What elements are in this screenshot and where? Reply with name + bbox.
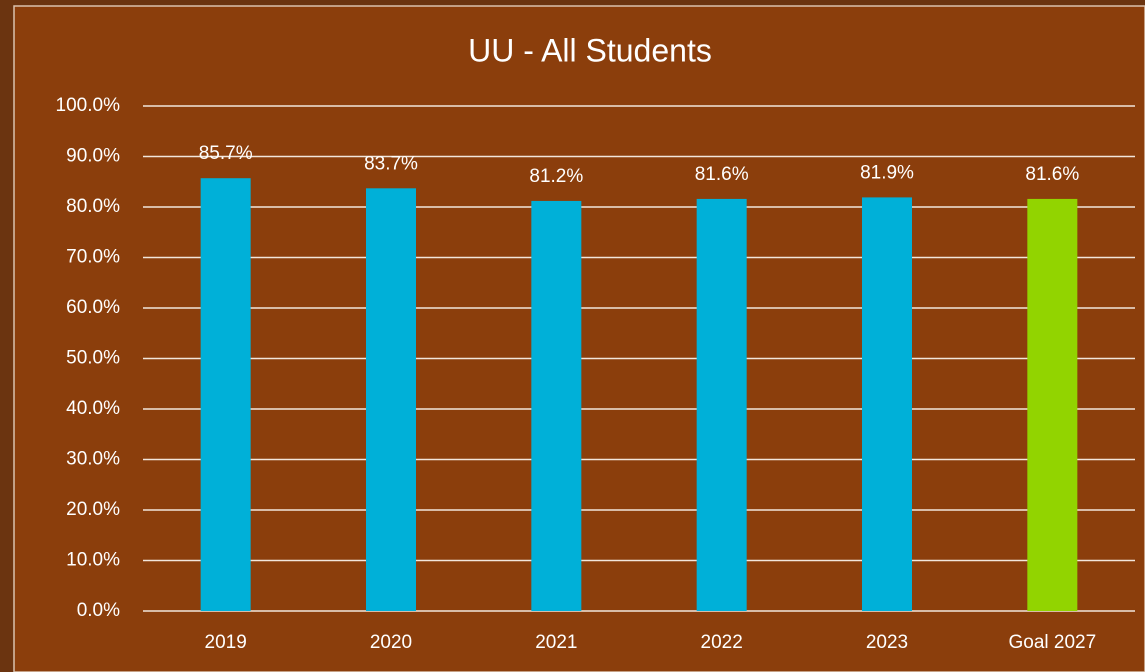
x-tick-label: 2021 (535, 632, 577, 653)
x-tick-label: 2019 (205, 632, 247, 653)
x-tick-label: Goal 2027 (1008, 632, 1096, 653)
data-label: 85.7% (199, 143, 253, 164)
bar (1027, 198, 1078, 612)
data-label: 83.7% (364, 153, 418, 174)
y-tick-label: 80.0% (66, 196, 120, 217)
data-label: 81.2% (529, 166, 583, 187)
y-tick-label: 0.0% (77, 600, 120, 621)
bar (366, 188, 416, 611)
y-tick-label: 40.0% (66, 398, 120, 419)
x-tick-label: 2023 (866, 632, 908, 653)
y-tick-label: 100.0% (56, 95, 121, 116)
y-tick-label: 60.0% (66, 297, 120, 318)
x-tick-label: 2020 (370, 632, 412, 653)
y-tick-label: 90.0% (66, 146, 120, 167)
bar (862, 197, 912, 611)
chart-title: UU - All Students (468, 32, 712, 68)
y-tick-label: 10.0% (66, 550, 120, 571)
bar (696, 198, 747, 612)
y-tick-label: 30.0% (66, 449, 120, 470)
bar (531, 200, 582, 611)
data-label: 81.6% (1025, 164, 1079, 185)
y-tick-label: 50.0% (66, 348, 120, 369)
data-label: 81.6% (695, 164, 749, 185)
y-tick-label: 70.0% (66, 247, 120, 268)
y-tick-label: 20.0% (66, 499, 120, 520)
data-label: 81.9% (860, 162, 914, 183)
x-tick-label: 2022 (701, 632, 743, 653)
bar (200, 178, 251, 611)
